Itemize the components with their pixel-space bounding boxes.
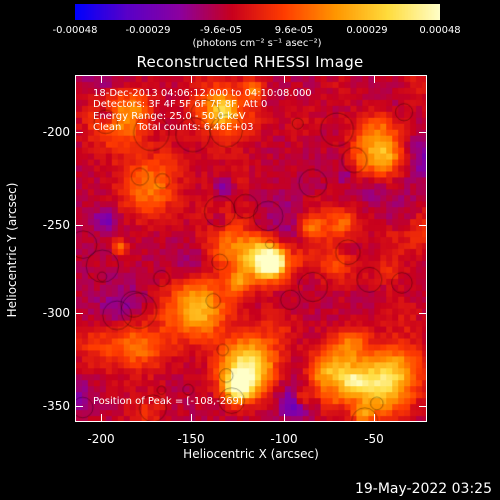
- clean-counts-text: Clean Total counts: 6.46E+03: [93, 122, 254, 133]
- x-tick-label: -50: [364, 432, 384, 446]
- tick-mark: [191, 75, 192, 83]
- y-tick-label: -350: [42, 399, 70, 413]
- x-tick-label: -150: [177, 432, 205, 446]
- colorbar-label: -9.6e-05: [200, 25, 242, 36]
- tick-mark: [419, 132, 427, 133]
- colorbar-label: 0.00029: [346, 25, 388, 36]
- image-plot: [75, 75, 427, 422]
- colorbar-units: (photons cm⁻² s⁻¹ asec⁻²): [192, 38, 322, 49]
- x-tick-label: -100: [270, 432, 298, 446]
- y-tick-label: -250: [42, 218, 70, 232]
- peak-position-text: Position of Peak = [-108,-269]: [93, 396, 243, 407]
- tick-mark: [75, 406, 83, 407]
- x-tick-label: -200: [87, 432, 115, 446]
- tick-mark: [75, 225, 83, 226]
- tick-mark: [284, 75, 285, 83]
- time-range-text: 18-Dec-2013 04:06:12.000 to 04:10:08.000: [93, 88, 312, 99]
- tick-mark: [284, 414, 285, 422]
- tick-mark: [419, 406, 427, 407]
- rhessi-image-map: [76, 76, 426, 421]
- y-axis-label: Heliocentric Y (arcsec): [5, 182, 19, 318]
- plot-title: Reconstructed RHESSI Image: [136, 53, 364, 71]
- timestamp: 19-May-2022 03:25: [354, 481, 492, 497]
- y-tick-label: -200: [42, 125, 70, 139]
- colorbar-label: -0.00048: [52, 25, 98, 36]
- tick-mark: [374, 75, 375, 83]
- colorbar-label: 0.00048: [419, 25, 461, 36]
- x-axis-label: Heliocentric X (arcsec): [183, 447, 319, 461]
- tick-mark: [75, 313, 83, 314]
- tick-mark: [75, 132, 83, 133]
- tick-mark: [374, 414, 375, 422]
- energy-range-text: Energy Range: 25.0 - 50.0 keV: [93, 111, 246, 122]
- colorbar-label: -0.00029: [125, 25, 171, 36]
- colorbar: [75, 4, 440, 20]
- tick-mark: [101, 75, 102, 83]
- detectors-text: Detectors: 3F 4F 5F 6F 7F 8F, Att 0: [93, 99, 268, 110]
- tick-mark: [191, 414, 192, 422]
- y-tick-label: -300: [42, 306, 70, 320]
- tick-mark: [419, 225, 427, 226]
- tick-mark: [419, 313, 427, 314]
- tick-mark: [101, 414, 102, 422]
- colorbar-label: 9.6e-05: [274, 25, 314, 36]
